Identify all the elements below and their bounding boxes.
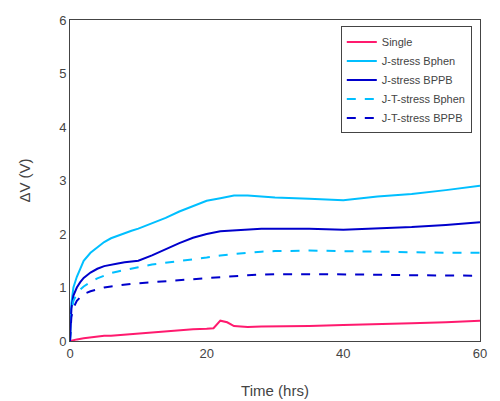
svg-text:J-stress Bphen: J-stress Bphen bbox=[382, 55, 455, 67]
svg-text:Time (hrs): Time (hrs) bbox=[241, 382, 309, 399]
svg-text:J-T-stress Bphen: J-T-stress Bphen bbox=[382, 93, 465, 105]
svg-text:J-T-stress BPPB: J-T-stress BPPB bbox=[382, 112, 463, 124]
svg-text:5: 5 bbox=[59, 66, 66, 81]
svg-text:3: 3 bbox=[59, 173, 66, 188]
svg-text:0: 0 bbox=[59, 334, 66, 349]
svg-text:20: 20 bbox=[199, 346, 213, 361]
svg-text:40: 40 bbox=[336, 346, 350, 361]
svg-text:2: 2 bbox=[59, 227, 66, 242]
svg-text:0: 0 bbox=[66, 346, 73, 361]
svg-text:J-stress BPPB: J-stress BPPB bbox=[382, 74, 453, 86]
svg-text:1: 1 bbox=[59, 280, 66, 295]
svg-text:Single: Single bbox=[382, 36, 413, 48]
svg-text:6: 6 bbox=[59, 13, 66, 28]
svg-text:ΔV (V): ΔV (V) bbox=[16, 158, 33, 202]
svg-text:4: 4 bbox=[59, 120, 66, 135]
svg-text:60: 60 bbox=[473, 346, 487, 361]
